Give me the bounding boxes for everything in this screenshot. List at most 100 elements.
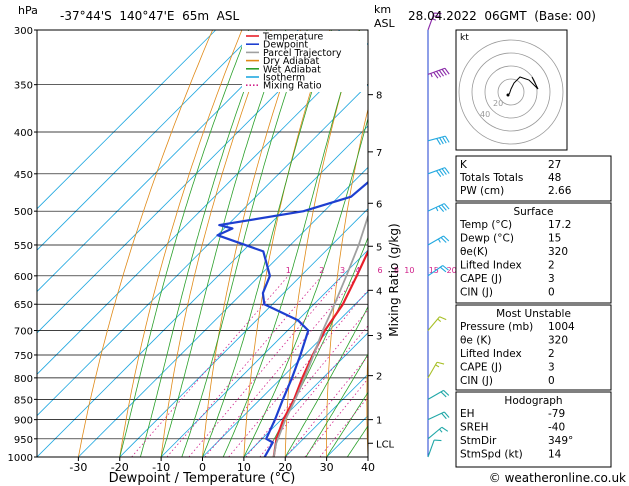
pressure-tick-label: 700: [14, 327, 33, 338]
wind-barb-feather: [441, 204, 447, 211]
most-unstable-row-label: CAPE (J): [460, 362, 502, 374]
pressure-tick-label: 800: [14, 374, 33, 385]
mixing-ratio-tick-label: 8: [394, 266, 399, 275]
wet-adiabat-line: [181, 30, 308, 457]
surface-row-label: θe(K): [460, 246, 488, 258]
dry-adiabat-line: [78, 30, 213, 457]
hodograph-ring: [458, 39, 564, 145]
hodograph-ring: [484, 65, 538, 119]
hodograph-title: Hodograph: [504, 395, 562, 407]
most-unstable-row-label: θe (K): [460, 335, 491, 347]
index-row-label: K: [460, 159, 468, 171]
wind-barb-feather: [443, 203, 450, 210]
surface-row-value: 3: [548, 273, 555, 285]
dry-adiabat-line: [119, 30, 243, 457]
series-line-parcel-trajectory: [272, 213, 368, 457]
hodograph-storm-marker: [506, 93, 510, 97]
isotherm-line: [243, 332, 368, 457]
hodograph-frame: [455, 29, 568, 151]
wind-barb-feather: [443, 411, 450, 418]
wind-barb-half-feather: [431, 18, 437, 21]
pressure-tick-label: 400: [14, 128, 33, 139]
wind-barb-feather: [434, 439, 442, 442]
most-unstable-row-label: Lifted Index: [460, 348, 522, 360]
dry-adiabat-line: [202, 30, 301, 457]
mixing-ratio-line: [131, 275, 289, 457]
hodograph-row-value: -40: [548, 422, 565, 434]
axes: 3003504004505005506006507007508008509009…: [8, 26, 395, 474]
surface-row-label: Lifted Index: [460, 260, 522, 272]
isotherm-line: [284, 373, 368, 457]
surface-row-label: CIN (J): [460, 287, 493, 299]
km-tick-label: 7: [376, 148, 382, 159]
pressure-tick-label: 500: [14, 207, 33, 218]
dry-adiabat-line: [617, 30, 629, 457]
km-tick-label: 8: [376, 91, 382, 102]
hodograph-ring-label: 40: [480, 110, 490, 119]
wind-barb-feather: [440, 237, 447, 243]
wind-barb-feather: [443, 389, 450, 396]
hodograph-row-label: StmSpd (kt): [460, 449, 523, 461]
most-unstable-row-value: 320: [548, 335, 568, 347]
isotherm-line: [37, 84, 368, 417]
wind-barb-staff: [427, 203, 445, 212]
surface-row-value: 320: [548, 246, 568, 258]
x-tick-label: 10: [237, 461, 251, 474]
pressure-tick-label: 750: [14, 351, 33, 362]
wind-barb-feather: [438, 205, 445, 212]
surface-title: Surface: [513, 206, 553, 218]
wet-adiabat-line: [284, 305, 368, 457]
isotherm-line: [37, 125, 368, 457]
surface-row-label: CAPE (J): [460, 273, 502, 285]
legend-label: Mixing Ratio: [263, 81, 322, 92]
wind-barb-half-feather: [437, 238, 441, 243]
copyright-label: © weatheronline.co.uk: [489, 471, 626, 485]
hodograph-row-label: EH: [460, 408, 475, 420]
mixing-ratio-tick-label: 15: [429, 266, 439, 275]
km-tick-label: 3: [376, 332, 382, 343]
wet-adiabat-line: [222, 30, 360, 457]
legend-label: Parcel Trajectory: [263, 48, 342, 59]
x-tick-label: -30: [69, 461, 87, 474]
hodograph-rings: [458, 39, 564, 145]
hodograph-ring-label: 20: [493, 99, 503, 108]
hpa-unit-label: hPa: [18, 4, 38, 17]
surface-row-label: Temp (°C): [459, 219, 512, 231]
indices-table: K 27 Totals Totals 48 PW (cm) 2.66 SurfaceTemp…: [455, 155, 612, 468]
km-tick-label: 5: [376, 242, 382, 253]
mixing-ratio-line: [245, 309, 368, 457]
most-unstable-row-label: Pressure (mb): [460, 321, 533, 333]
wind-barb-feather: [434, 12, 442, 15]
wind-barb-feather: [441, 412, 447, 420]
surface-row-value: 0: [548, 287, 555, 299]
km-tick-label: 4: [376, 286, 382, 297]
x-tick-label: 20: [278, 461, 292, 474]
index-row-label: Totals Totals: [459, 172, 523, 184]
series-line-dewpoint: [216, 180, 368, 457]
wind-barb-feather: [436, 138, 441, 145]
isotherm-line: [160, 249, 368, 457]
wind-barb-feather: [438, 169, 444, 176]
most-unstable-row-value: 3: [548, 362, 555, 374]
legend-label: Wet Adiabat: [263, 64, 321, 75]
hodograph-trace: [507, 76, 539, 96]
mixing-ratio-line: [188, 275, 343, 457]
wind-barb-feather: [439, 266, 447, 273]
wind-barb-feather: [442, 265, 449, 271]
hodograph-ring: [497, 78, 525, 106]
hodograph-row-value: 14: [548, 449, 562, 461]
surface-row-value: 15: [548, 233, 561, 245]
wind-barb-feather: [439, 316, 447, 321]
wind-barb-feather: [441, 68, 447, 76]
location-label: -37°44'S 140°47'E 65m ASL: [60, 9, 240, 23]
x-tick-label: 40: [361, 461, 375, 474]
most-unstable-row-value: 2: [548, 348, 555, 360]
isotherm-line: [78, 166, 368, 457]
wind-barb-feather: [444, 67, 450, 75]
index-row-value: 48: [548, 172, 561, 184]
surface-row-value: 2: [548, 260, 555, 272]
pressure-tick-label: 950: [14, 435, 33, 446]
wind-barb-feather: [442, 136, 447, 144]
